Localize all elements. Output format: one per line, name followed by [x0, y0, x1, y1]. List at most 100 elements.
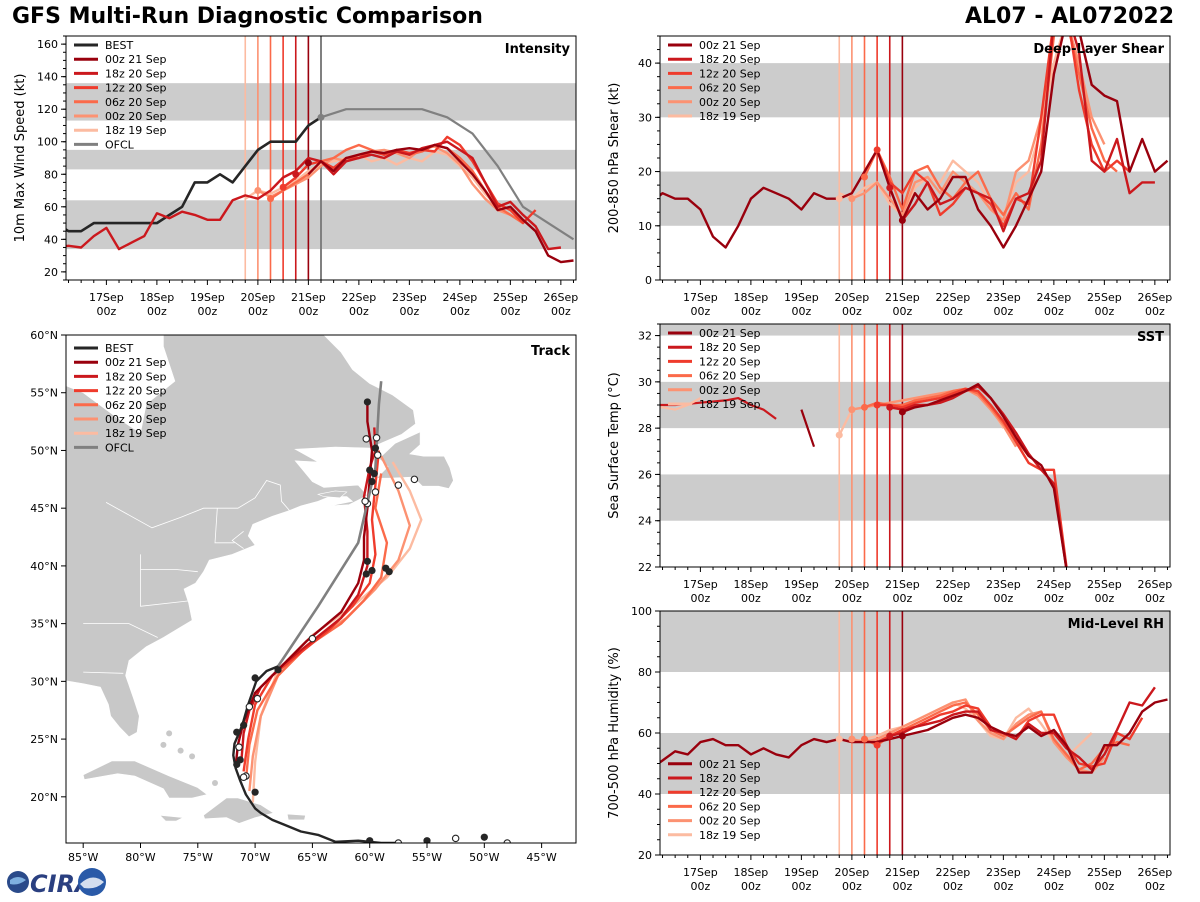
rh-xtick-sublabel: 00z [1094, 880, 1114, 893]
rh-xtick-label: 21Sep [885, 866, 920, 879]
track-lat-label: 35°N [30, 618, 58, 631]
rh-init-marker [861, 735, 869, 743]
rh-xtick-label: 20Sep [835, 866, 870, 879]
rh-series-00z-21-sep [660, 698, 1168, 774]
track-best-point-open [239, 773, 248, 781]
intensity-xtick-sublabel: 00z [147, 305, 167, 318]
shear-legend-label: 18z 19 Sep [699, 110, 761, 123]
track-series-06z-20-sep [244, 473, 389, 780]
rh-ytick-label: 80 [638, 666, 652, 679]
rh-xtick-label: 24Sep [1036, 866, 1071, 879]
track-best-point-open [410, 475, 419, 484]
shear-xtick-sublabel: 00z [892, 305, 912, 318]
intensity-init-marker [317, 113, 325, 121]
track-best-point [274, 666, 282, 674]
track-map-area [66, 335, 511, 843]
intensity-ytick-label: 80 [44, 168, 58, 181]
intensity-xtick-sublabel: 00z [349, 305, 369, 318]
sst-xtick-label: 26Sep [1137, 578, 1172, 591]
shear-init-marker [848, 195, 856, 203]
shear-legend-label: 06z 20 Sep [699, 82, 761, 95]
shear-xtick-label: 23Sep [986, 291, 1021, 304]
track-best-point [368, 478, 376, 486]
shear-title: Deep-Layer Shear [1033, 42, 1164, 57]
shear-panel: 01020304017Sep00z18Sep00z19Sep00z20Sep00… [607, 35, 1172, 318]
jamaica-landmass [159, 814, 184, 822]
rh-xtick-sublabel: 00z [993, 880, 1013, 893]
sst-xtick-sublabel: 00z [1145, 592, 1165, 605]
track-legend-label: 00z 20 Sep [105, 413, 167, 426]
hispaniola-landmass [203, 797, 275, 824]
track-legend-label: 06z 20 Sep [105, 399, 167, 412]
rh-xtick-sublabel: 00z [943, 880, 963, 893]
rh-xtick-sublabel: 00z [842, 880, 862, 893]
track-best-point [423, 837, 431, 843]
shear-xtick-sublabel: 00z [842, 305, 862, 318]
sst-xtick-label: 18Sep [734, 578, 769, 591]
rh-xtick-label: 23Sep [986, 866, 1021, 879]
sst-xtick-label: 23Sep [986, 578, 1021, 591]
rh-xtick-label: 22Sep [936, 866, 971, 879]
shear-xtick-sublabel: 00z [943, 305, 963, 318]
sst-init-marker [886, 403, 894, 411]
shear-legend-label: 18z 20 Sep [699, 53, 761, 66]
rh-xtick-sublabel: 00z [691, 880, 711, 893]
sst-legend-label: 06z 20 Sep [699, 370, 761, 383]
track-best-point-open [235, 743, 243, 751]
shear-xtick-label: 18Sep [734, 291, 769, 304]
rh-init-marker [886, 732, 894, 740]
rh-legend-label: 00z 21 Sep [699, 758, 761, 771]
bahamas-island [160, 741, 167, 748]
intensity-legend-label: 12z 20 Sep [105, 82, 167, 95]
shear-init-marker [898, 216, 906, 224]
sst-init-marker [873, 401, 881, 409]
intensity-xtick-sublabel: 00z [97, 305, 117, 318]
shear-xtick-sublabel: 00z [691, 305, 711, 318]
rh-title: Mid-Level RH [1068, 617, 1164, 632]
intensity-init-marker [254, 187, 262, 195]
rh-xtick-label: 25Sep [1087, 866, 1122, 879]
sst-init-marker [898, 408, 906, 416]
rh-ylabel: 700-500 hPa Humidity (%) [607, 647, 622, 819]
shear-xtick-sublabel: 00z [741, 305, 761, 318]
track-best-point [363, 557, 372, 565]
intensity-xtick-sublabel: 00z [399, 305, 419, 318]
track-lon-label: 55°W [412, 851, 442, 864]
intensity-ylabel: 10m Max Wind Speed (kt) [13, 74, 28, 243]
shear-xtick-label: 25Sep [1087, 291, 1122, 304]
bahamas-island [166, 730, 173, 737]
rh-ytick-label: 40 [638, 788, 652, 801]
track-best-point-open [245, 703, 254, 711]
intensity-ytick-label: 60 [44, 201, 58, 214]
intensity-init-marker [292, 170, 300, 178]
track-panel: 85°W 80°W 75°W 70°W 65°W 60°W 55°W 50°W 45°W 20°N… [30, 329, 577, 864]
shear-xtick-label: 17Sep [683, 291, 718, 304]
shear-init-marker [886, 184, 894, 192]
sst-xtick-sublabel: 00z [993, 592, 1013, 605]
border-line [231, 530, 244, 549]
intensity-series-00z-21-sep [307, 143, 574, 264]
track-frame [65, 334, 577, 844]
shear-init-marker [873, 146, 881, 154]
track-best-point [480, 833, 488, 841]
intensity-init-marker [279, 183, 287, 191]
shear-legend-label: 00z 20 Sep [699, 96, 761, 109]
track-lon-label: 65°W [297, 851, 327, 864]
sst-xtick-sublabel: 00z [943, 592, 963, 605]
puerto-rico-landmass [286, 813, 306, 821]
intensity-series-18z-20-sep [66, 140, 562, 251]
sst-ytick-label: 28 [638, 422, 652, 435]
sst-xtick-sublabel: 00z [892, 592, 912, 605]
track-lat-label: 50°N [30, 444, 58, 457]
rh-legend-label: 18z 20 Sep [699, 772, 761, 785]
rh-xtick-label: 26Sep [1137, 866, 1172, 879]
intensity-xtick-sublabel: 00z [500, 305, 520, 318]
track-lat-label: 60°N [30, 329, 58, 342]
intensity-plot-area [66, 36, 576, 280]
intensity-ofcl-line [320, 108, 575, 241]
track-best-line [232, 665, 399, 843]
intensity-series-00z-20-sep [257, 145, 511, 217]
rh-panel: 2040608010017Sep00z18Sep00z19Sep00z20Sep… [607, 605, 1172, 893]
intensity-ytick-label: 40 [44, 233, 58, 246]
pei-landmass [317, 490, 348, 499]
